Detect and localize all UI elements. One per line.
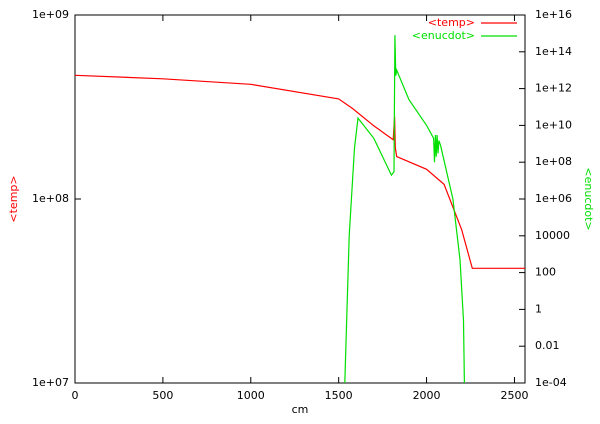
x-tick-label: 500: [152, 389, 173, 402]
y2-tick-label: 100: [535, 266, 556, 279]
y-tick-label: 1e+07: [32, 376, 69, 389]
legend-label: <temp>: [428, 16, 475, 29]
legend-label: <enucdot>: [412, 29, 475, 42]
y-axis-title: <temp>: [7, 175, 20, 222]
x-tick-label: 2500: [500, 389, 528, 402]
y2-tick-label: 1e+06: [535, 192, 572, 205]
y2-tick-label: 1e-04: [535, 376, 567, 389]
y2-tick-label: 1e+14: [535, 45, 572, 58]
y2-tick-label: 1e+16: [535, 8, 572, 21]
y2-tick-label: 1e+12: [535, 82, 572, 95]
series-line: [344, 35, 465, 383]
y2-axis-title: <enucdot>: [582, 167, 595, 230]
y2-tick-label: 1: [535, 302, 542, 315]
y2-tick-label: 1e+08: [535, 155, 572, 168]
y2-tick-label: 1e+10: [535, 118, 572, 131]
x-tick-label: 0: [72, 389, 79, 402]
y-tick-label: 1e+09: [32, 8, 69, 21]
x-tick-label: 1500: [325, 389, 353, 402]
y2-tick-label: 10000: [535, 229, 570, 242]
y-tick-label: 1e+08: [32, 192, 69, 205]
x-axis-title: cm: [292, 403, 309, 416]
plot-frame: [74, 14, 526, 384]
y2-tick-label: 0.01: [535, 339, 560, 352]
x-tick-label: 2000: [413, 389, 441, 402]
x-tick-label: 1000: [237, 389, 265, 402]
